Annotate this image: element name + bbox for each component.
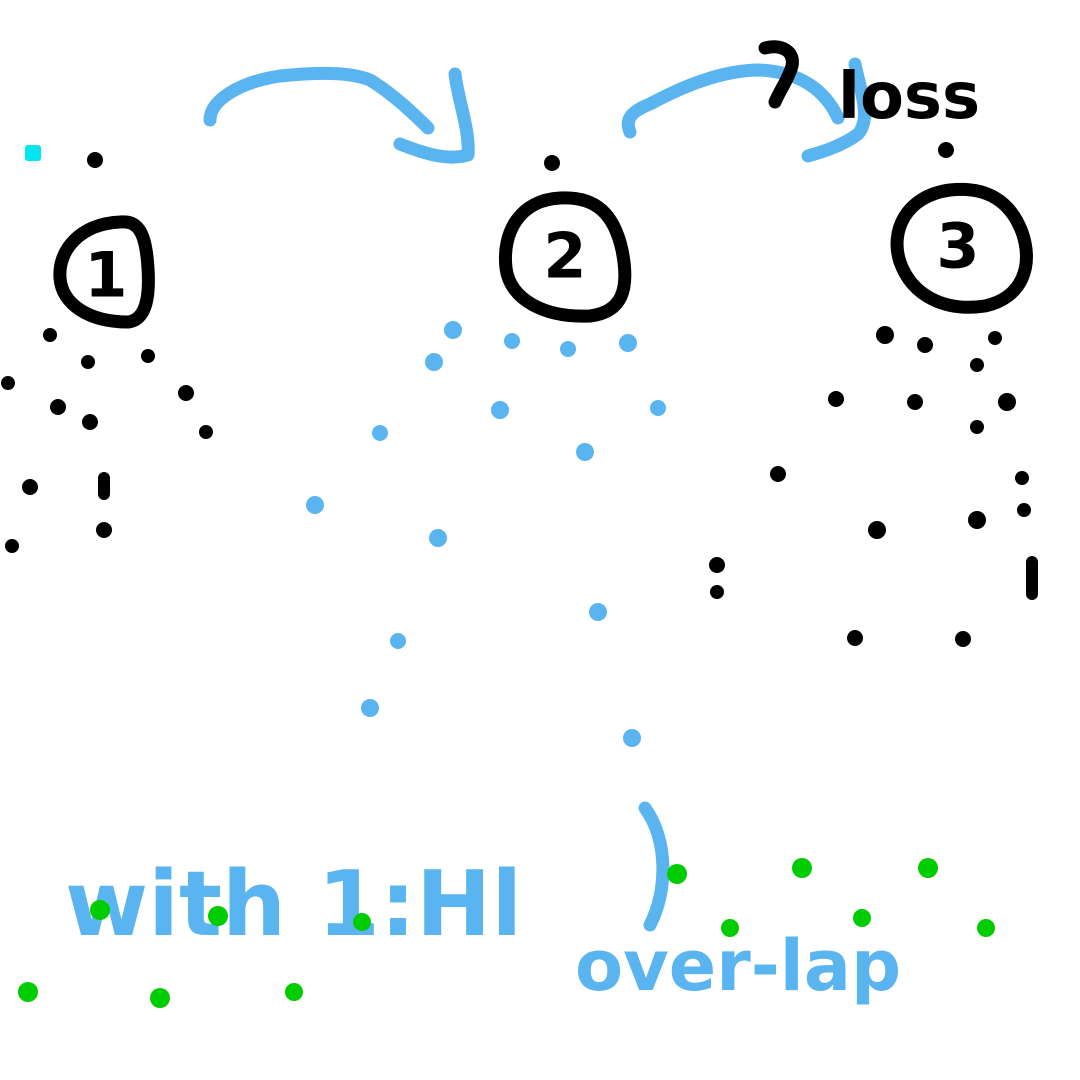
note-overlap-text: over-lap	[575, 925, 901, 1007]
node-2: 2	[498, 191, 632, 323]
node-3-label: 3	[936, 210, 979, 283]
green-dots	[18, 858, 995, 1008]
node-2-circle	[498, 191, 632, 323]
node-2-dots-blue	[306, 321, 666, 747]
loss-annotation: loss	[758, 40, 980, 134]
arrow-node1-to-node2	[203, 66, 475, 164]
note-bracket	[638, 801, 670, 932]
node-1-circle	[53, 215, 155, 329]
node-3: 3	[890, 182, 1033, 314]
node-1-dots	[1, 152, 213, 553]
arrow-node2-to-node3	[621, 57, 872, 163]
node-3-circle	[890, 182, 1033, 314]
stray-cyan-dot	[25, 145, 41, 161]
node-1-label: 1	[84, 239, 127, 312]
node-1: 1	[53, 215, 155, 329]
loss-label: loss	[838, 60, 980, 134]
node-2-label: 2	[543, 220, 586, 293]
node-2-dots-black	[544, 155, 560, 171]
note-with-text: with 1:Hl	[65, 852, 522, 957]
handwritten-note: with 1:Hl over-lap	[65, 801, 901, 1007]
node-3-dots	[709, 142, 1038, 647]
